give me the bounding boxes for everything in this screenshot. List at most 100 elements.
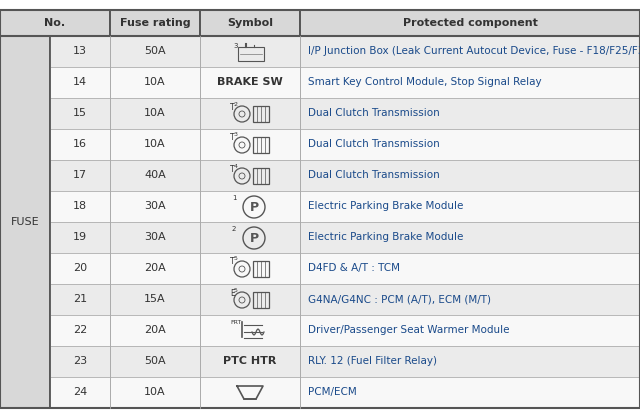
- Text: Symbol: Symbol: [227, 18, 273, 28]
- Bar: [253, 168, 269, 184]
- Text: I/P Junction Box (Leak Current Autocut Device, Fuse - F18/F25/F30/F34/F38): I/P Junction Box (Leak Current Autocut D…: [308, 46, 640, 56]
- Text: 50A: 50A: [144, 356, 166, 366]
- Text: 3: 3: [234, 133, 238, 138]
- Text: P: P: [250, 201, 259, 214]
- Bar: [200, 377, 300, 407]
- Bar: [110, 221, 200, 253]
- Bar: [253, 137, 269, 153]
- Bar: [110, 98, 200, 128]
- Bar: [200, 10, 300, 35]
- Text: Electric Parking Brake Module: Electric Parking Brake Module: [308, 232, 463, 242]
- Bar: [110, 159, 200, 191]
- Text: Driver/Passenger Seat Warmer Module: Driver/Passenger Seat Warmer Module: [308, 325, 509, 335]
- Bar: [300, 221, 640, 253]
- Bar: [0, 35, 50, 407]
- Text: Dual Clutch Transmission: Dual Clutch Transmission: [308, 170, 440, 180]
- Bar: [253, 292, 269, 308]
- Bar: [50, 221, 110, 253]
- Text: Dual Clutch Transmission: Dual Clutch Transmission: [308, 139, 440, 149]
- Bar: [50, 159, 110, 191]
- Bar: [300, 314, 640, 346]
- Text: 19: 19: [73, 232, 87, 242]
- Text: T: T: [230, 133, 235, 143]
- Text: D4FD & A/T : TCM: D4FD & A/T : TCM: [308, 263, 400, 273]
- Text: 13: 13: [73, 46, 87, 56]
- Text: 50A: 50A: [144, 46, 166, 56]
- Text: P: P: [250, 231, 259, 244]
- Text: 18: 18: [73, 201, 87, 211]
- Bar: [300, 346, 640, 377]
- Text: G4NA/G4NC : PCM (A/T), ECM (M/T): G4NA/G4NC : PCM (A/T), ECM (M/T): [308, 294, 491, 304]
- Text: Protected component: Protected component: [403, 18, 538, 28]
- Bar: [200, 159, 300, 191]
- Text: T: T: [230, 164, 235, 173]
- Text: 15: 15: [73, 108, 87, 118]
- Bar: [300, 191, 640, 221]
- Text: 10A: 10A: [144, 77, 166, 87]
- Text: T: T: [230, 103, 235, 111]
- Bar: [50, 253, 110, 284]
- Bar: [300, 66, 640, 98]
- Text: 10A: 10A: [144, 108, 166, 118]
- Text: BRAKE SW: BRAKE SW: [217, 77, 283, 87]
- Text: Fuse rating: Fuse rating: [120, 18, 190, 28]
- Text: PCM/ECM: PCM/ECM: [308, 387, 356, 397]
- Bar: [110, 35, 200, 66]
- Bar: [200, 346, 300, 377]
- Text: 30A: 30A: [144, 201, 166, 211]
- Bar: [110, 314, 200, 346]
- Text: E: E: [230, 289, 235, 297]
- Text: PTC HTR: PTC HTR: [223, 356, 276, 366]
- Text: 2: 2: [234, 101, 238, 106]
- Text: No.: No.: [44, 18, 65, 28]
- Bar: [253, 261, 269, 277]
- Bar: [50, 98, 110, 128]
- Bar: [300, 98, 640, 128]
- Bar: [200, 128, 300, 159]
- Bar: [300, 10, 640, 35]
- Text: 24: 24: [73, 387, 87, 397]
- Bar: [300, 35, 640, 66]
- Bar: [253, 106, 269, 122]
- Text: Dual Clutch Transmission: Dual Clutch Transmission: [308, 108, 440, 118]
- Bar: [110, 377, 200, 407]
- Text: 30A: 30A: [144, 232, 166, 242]
- Bar: [200, 253, 300, 284]
- Text: 5: 5: [234, 256, 238, 261]
- Text: 15A: 15A: [144, 294, 166, 304]
- Bar: [50, 346, 110, 377]
- Text: 21: 21: [73, 294, 87, 304]
- Text: RLY. 12 (Fuel Filter Relay): RLY. 12 (Fuel Filter Relay): [308, 356, 437, 366]
- Text: Smart Key Control Module, Stop Signal Relay: Smart Key Control Module, Stop Signal Re…: [308, 77, 541, 87]
- Text: 20A: 20A: [144, 325, 166, 335]
- Text: 20: 20: [73, 263, 87, 273]
- Bar: [200, 284, 300, 314]
- Text: 40A: 40A: [144, 170, 166, 180]
- Text: 5: 5: [234, 287, 238, 292]
- Bar: [200, 191, 300, 221]
- Text: 10A: 10A: [144, 139, 166, 149]
- Text: T: T: [230, 258, 235, 266]
- Bar: [110, 128, 200, 159]
- Bar: [110, 191, 200, 221]
- Bar: [0, 10, 110, 35]
- Bar: [50, 128, 110, 159]
- Text: 22: 22: [73, 325, 87, 335]
- Bar: [200, 66, 300, 98]
- Bar: [110, 346, 200, 377]
- Bar: [200, 35, 300, 66]
- Text: 3: 3: [234, 43, 238, 49]
- Text: 20A: 20A: [144, 263, 166, 273]
- Text: 14: 14: [73, 77, 87, 87]
- Bar: [110, 253, 200, 284]
- Bar: [50, 191, 110, 221]
- Text: FUSE: FUSE: [11, 216, 39, 226]
- Bar: [50, 377, 110, 407]
- Bar: [200, 98, 300, 128]
- Text: 10A: 10A: [144, 387, 166, 397]
- Text: 1: 1: [232, 195, 236, 201]
- Text: 23: 23: [73, 356, 87, 366]
- Bar: [300, 377, 640, 407]
- Bar: [200, 221, 300, 253]
- Bar: [50, 66, 110, 98]
